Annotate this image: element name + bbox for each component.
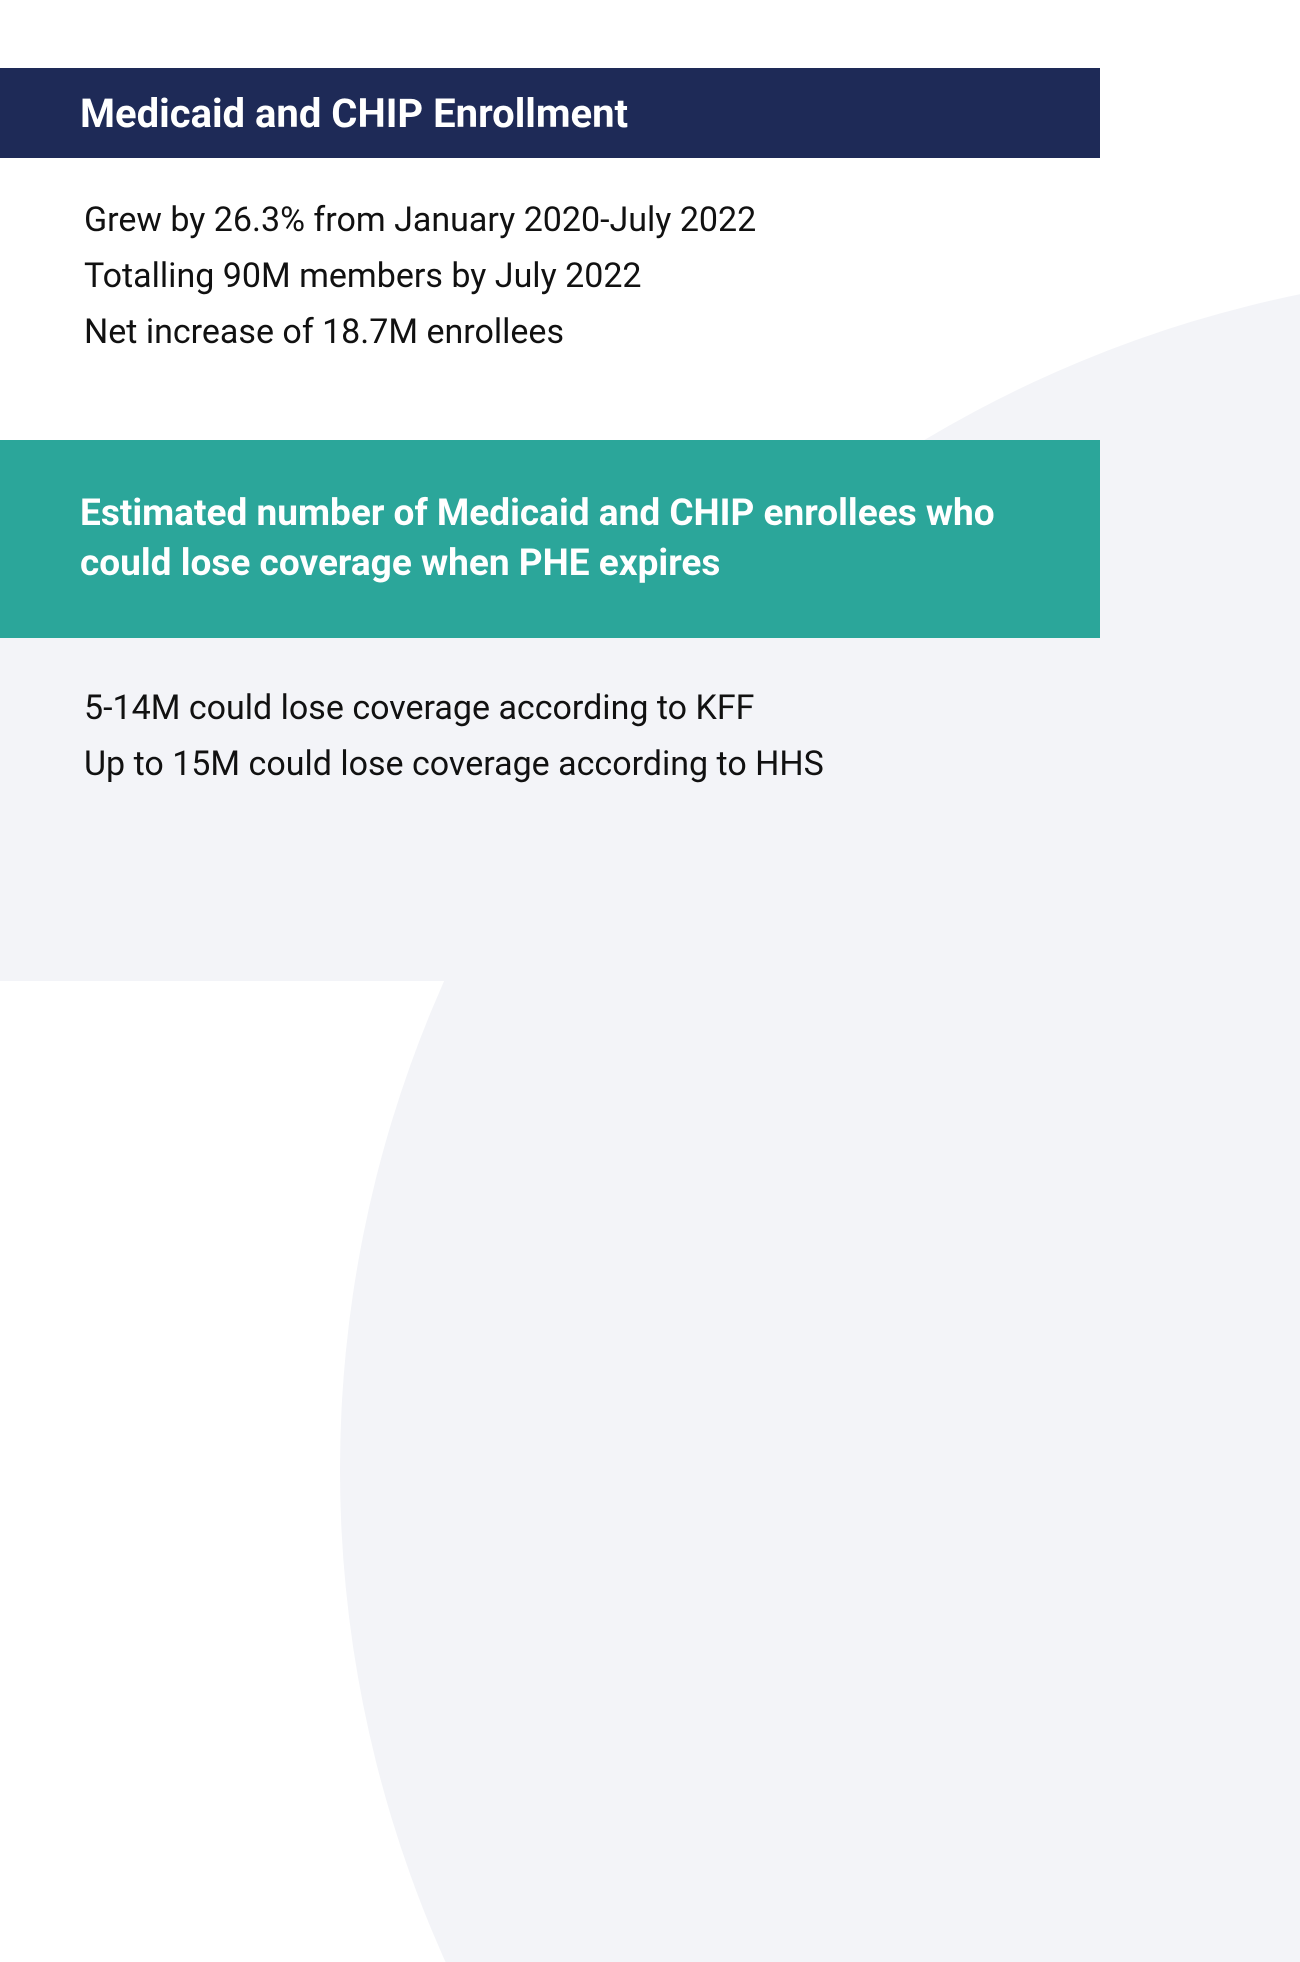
section2-title: Estimated number of Medicaid and CHIP en… — [80, 492, 995, 585]
section1-bullet: Grew by 26.3% from January 2020-July 202… — [84, 192, 756, 248]
section2-bullet: Up to 15M could lose coverage according … — [84, 736, 824, 792]
section1-bullet: Net increase of 18.7M enrollees — [84, 304, 756, 360]
section2-header: Estimated number of Medicaid and CHIP en… — [0, 440, 1100, 638]
slide-content: Medicaid and CHIP Enrollment Grew by 26.… — [0, 0, 1300, 981]
section1-body: Grew by 26.3% from January 2020-July 202… — [84, 192, 756, 360]
section1-title: Medicaid and CHIP Enrollment — [80, 90, 628, 137]
section2-body: 5-14M could lose coverage according to K… — [84, 680, 824, 792]
section2-bullet: 5-14M could lose coverage according to K… — [84, 680, 824, 736]
section1-header: Medicaid and CHIP Enrollment — [0, 68, 1100, 158]
section1-bullet: Totalling 90M members by July 2022 — [84, 248, 756, 304]
